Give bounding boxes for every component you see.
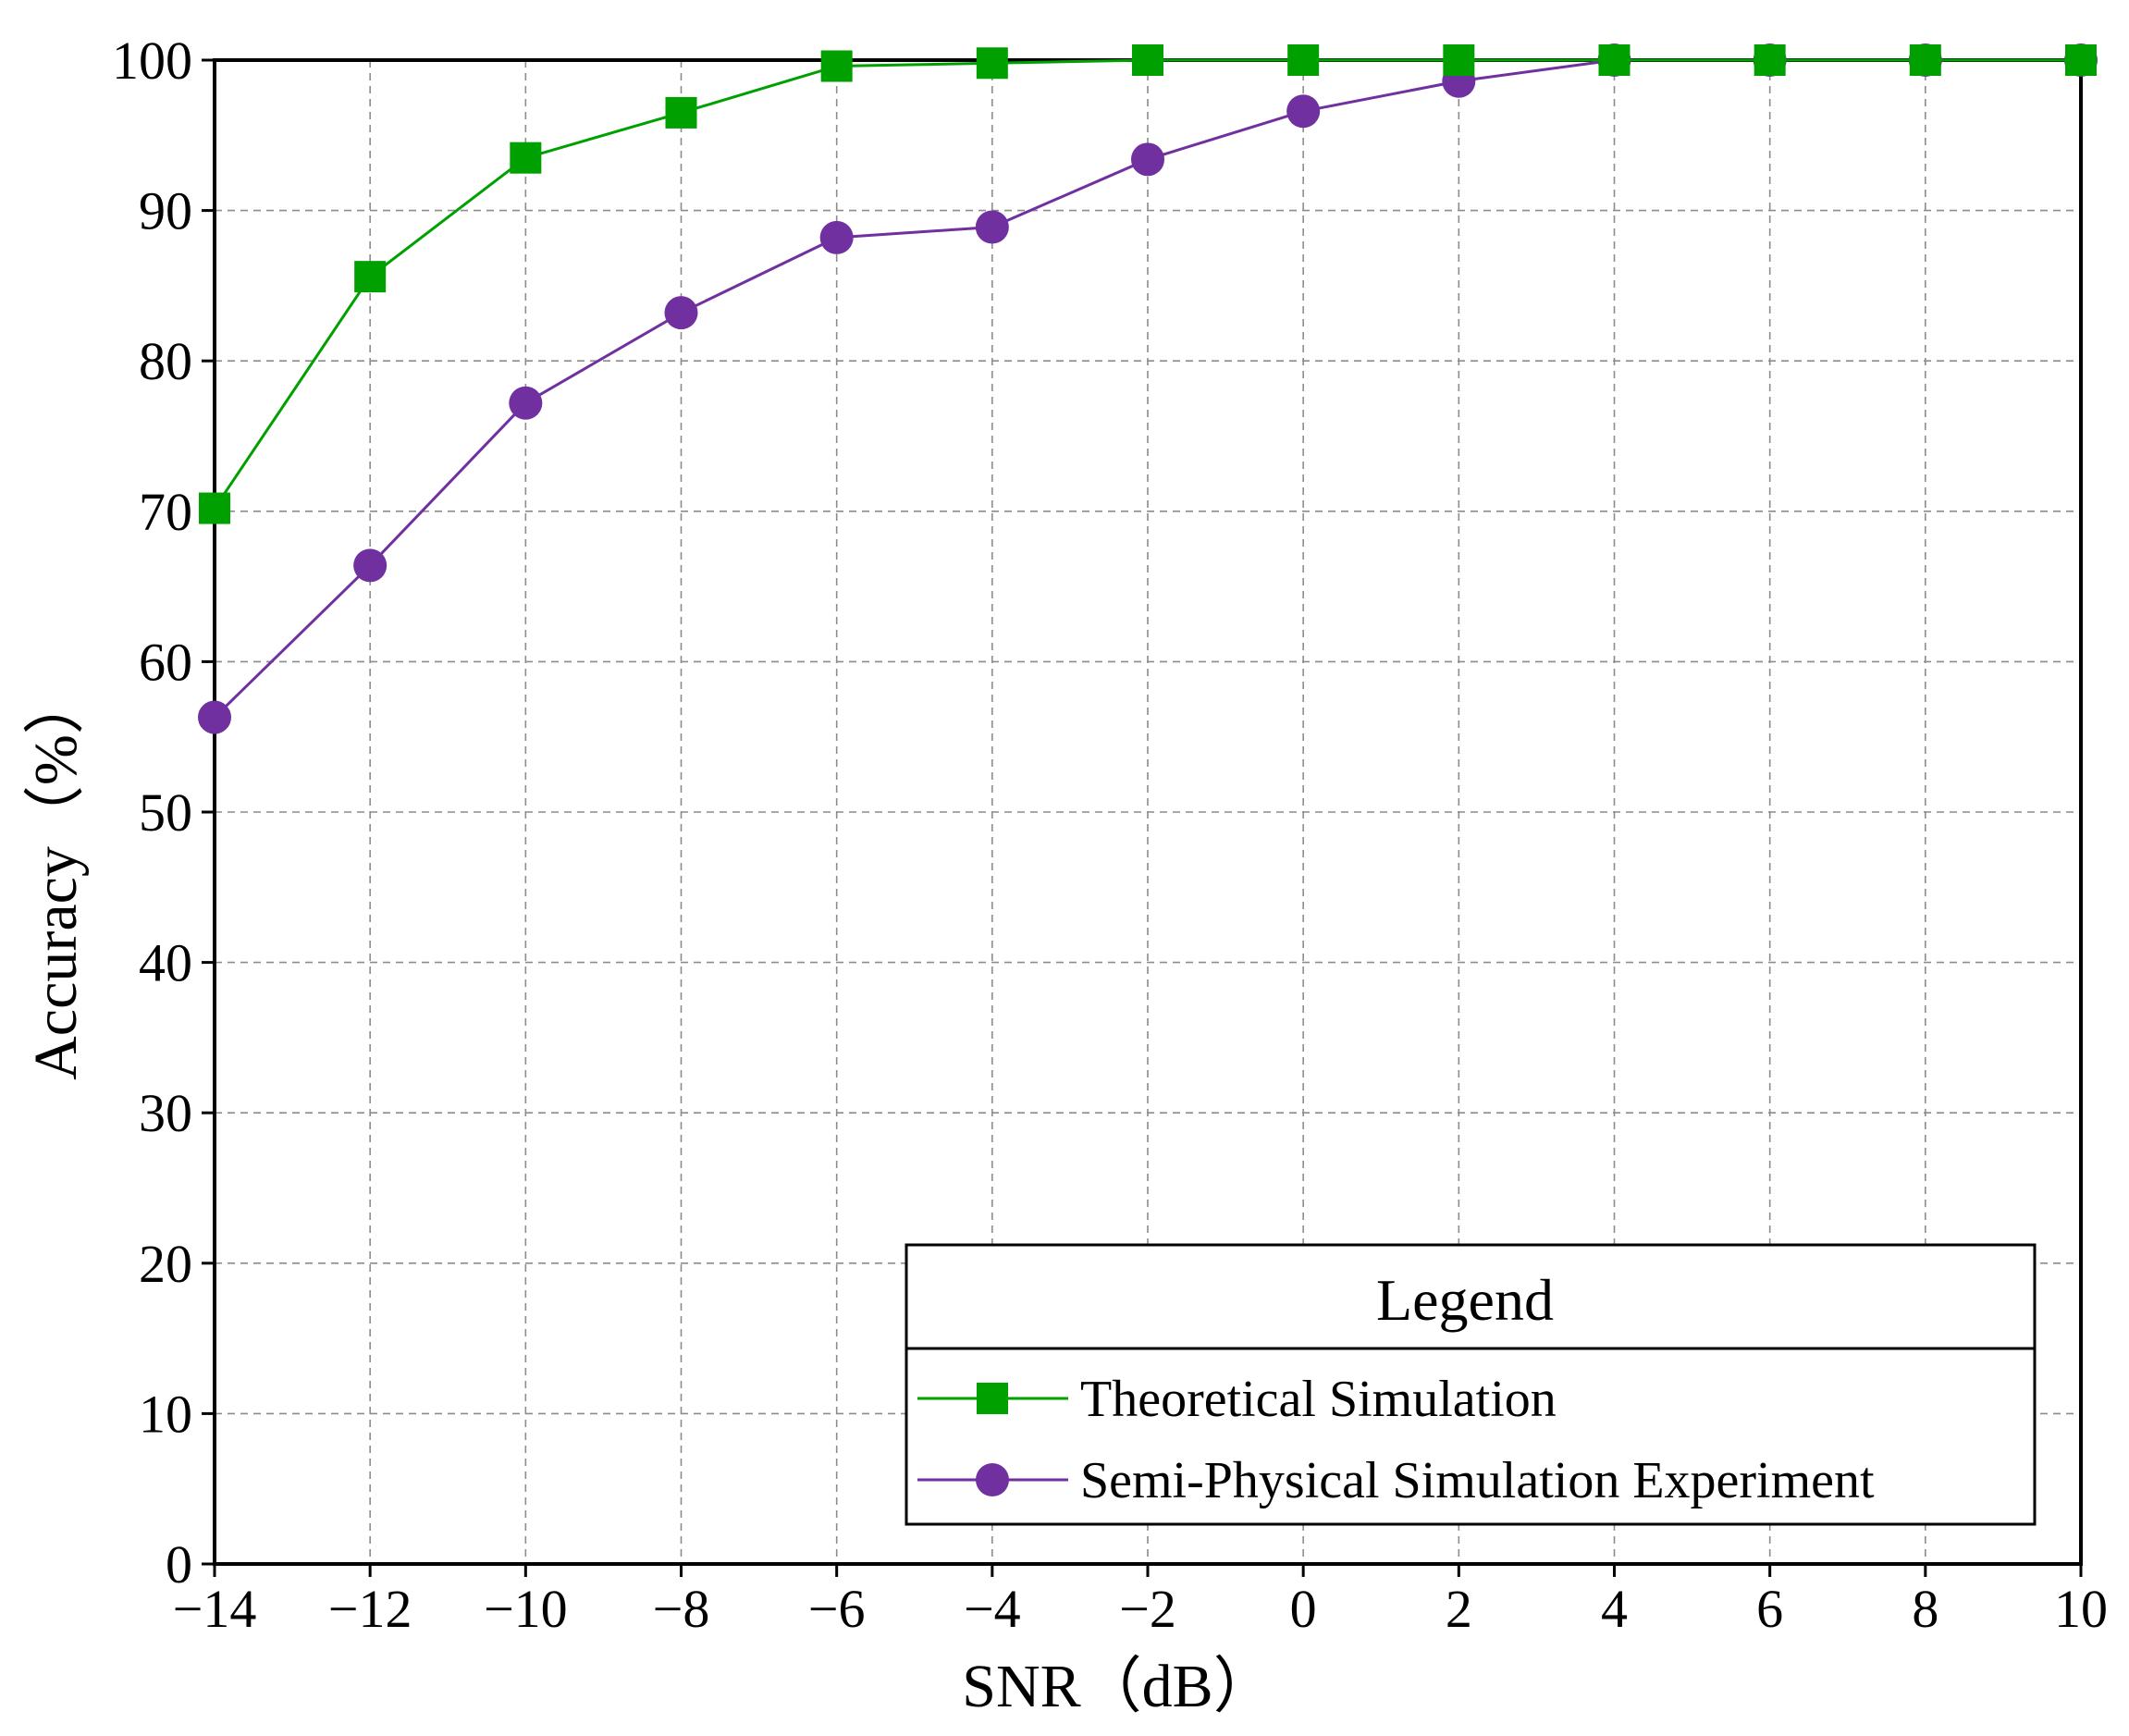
data-point (509, 386, 543, 420)
y-tick-label: 100 (112, 31, 192, 91)
legend-title: Legend (1376, 1267, 1554, 1333)
x-tick-label: 8 (1912, 1579, 1938, 1639)
x-axis-title: SNR（dB） (962, 1653, 1274, 1720)
x-tick-label: 10 (2054, 1579, 2108, 1639)
data-point (1598, 44, 1631, 76)
y-tick-label: 60 (139, 632, 192, 692)
legend-marker (976, 1463, 1009, 1496)
data-point (1286, 94, 1321, 129)
legend-label: Theoretical Simulation (1080, 1371, 1557, 1428)
y-tick-label: 70 (139, 482, 192, 542)
x-tick-label: −10 (484, 1579, 568, 1639)
legend-label: Semi-Physical Simulation Experiment (1080, 1452, 1875, 1509)
y-tick-label: 10 (139, 1384, 192, 1444)
data-point (975, 210, 1009, 244)
y-tick-label: 90 (139, 181, 192, 241)
legend-title-box (905, 1243, 2037, 1350)
data-point (199, 492, 230, 524)
tick-labels: −14 −12 −10 −8 −6 −4 −2 0 2 4 6 8 100102030405060708… (112, 31, 2108, 1639)
data-point (1287, 44, 1320, 76)
data-point (510, 142, 542, 174)
series-theoretical-simulation (199, 44, 2097, 524)
data-point (354, 261, 387, 293)
x-tick-label: 0 (1290, 1579, 1317, 1639)
legend-marker (977, 1383, 1008, 1414)
y-axis-title: Accuracy（%） (22, 673, 90, 1080)
data-point (664, 296, 698, 330)
y-tick-label: 40 (139, 933, 192, 993)
data-point (820, 50, 853, 82)
x-tick-label: −4 (964, 1579, 1021, 1639)
data-point (2065, 44, 2097, 76)
y-tick-label: 30 (139, 1083, 192, 1143)
x-tick-label: −14 (173, 1579, 257, 1639)
data-point (1132, 44, 1163, 76)
data-point (819, 220, 854, 254)
legend: Legend Theoretical Simulation Semi-Physic… (905, 1243, 2037, 1526)
x-tick-label: 4 (1601, 1579, 1628, 1639)
x-tick-label: −2 (1119, 1579, 1176, 1639)
data-point (198, 700, 231, 734)
data-series (198, 43, 2098, 734)
x-tick-label: 6 (1756, 1579, 1783, 1639)
x-tick-label: −6 (808, 1579, 866, 1639)
data-point (1443, 44, 1475, 76)
x-tick-label: −8 (653, 1579, 710, 1639)
data-point (665, 96, 697, 129)
legend-entries: Theoretical Simulation Semi-Physical Simu… (917, 1371, 1875, 1509)
y-tick-label: 80 (139, 331, 192, 391)
legend-entries-box (905, 1347, 2037, 1526)
y-tick-label: 50 (139, 782, 192, 843)
data-point (353, 548, 388, 583)
data-point (976, 47, 1008, 80)
y-tick-label: 0 (166, 1534, 192, 1594)
x-tick-label: 2 (1446, 1579, 1472, 1639)
data-point (1754, 44, 1786, 76)
x-tick-label: −12 (328, 1579, 412, 1639)
data-point (1909, 44, 1941, 76)
y-tick-label: 20 (139, 1234, 192, 1294)
data-point (1131, 142, 1164, 177)
